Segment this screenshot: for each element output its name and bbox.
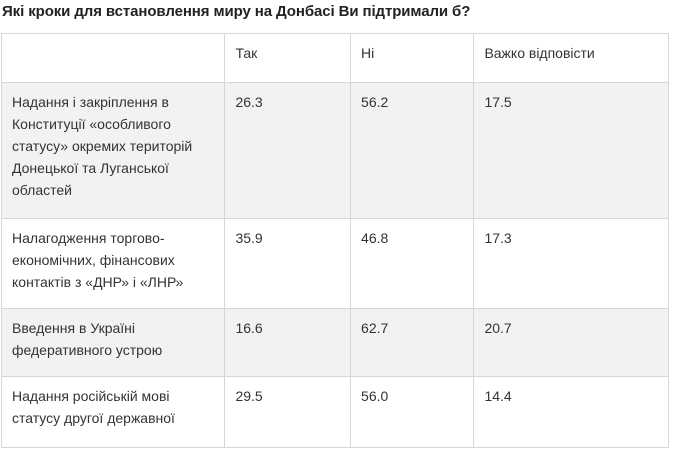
hard-value: 14.4 [473, 376, 669, 448]
hard-value: 17.5 [473, 82, 669, 219]
page-title: Які кроки для встановлення миру на Донба… [2, 3, 471, 20]
header-no: Ні [350, 33, 475, 83]
yes-value: 26.3 [224, 82, 352, 219]
table-row: Надання і закріплення в Конституції «осо… [0, 82, 669, 219]
question-cell: Надання і закріплення в Конституції «осо… [0, 82, 226, 219]
yes-value: 29.5 [224, 376, 352, 448]
yes-value: 35.9 [224, 218, 352, 309]
header-yes: Так [224, 33, 352, 83]
yes-value: 16.6 [224, 308, 352, 377]
question-cell: Введення в Україні федеративного устрою [0, 308, 226, 377]
header-hard-to-answer: Важко відповісти [473, 33, 669, 83]
table-header-row: Так Ні Важко відповісти [0, 33, 669, 83]
question-cell: Налагодження торгово-економічних, фінанс… [0, 218, 226, 309]
question-cell: Надання російській мові статусу другої д… [0, 376, 226, 448]
no-value: 46.8 [350, 218, 475, 309]
table-row: Введення в Україні федеративного устрою … [0, 308, 669, 377]
header-question [0, 33, 226, 83]
no-value: 56.0 [350, 376, 475, 448]
table-row: Налагодження торгово-економічних, фінанс… [0, 218, 669, 309]
hard-value: 17.3 [473, 218, 669, 309]
table-row: Надання російській мові статусу другої д… [0, 376, 669, 448]
no-value: 56.2 [350, 82, 475, 219]
survey-table: Так Ні Важко відповісти Надання і закріп… [0, 33, 669, 448]
no-value: 62.7 [350, 308, 475, 377]
hard-value: 20.7 [473, 308, 669, 377]
